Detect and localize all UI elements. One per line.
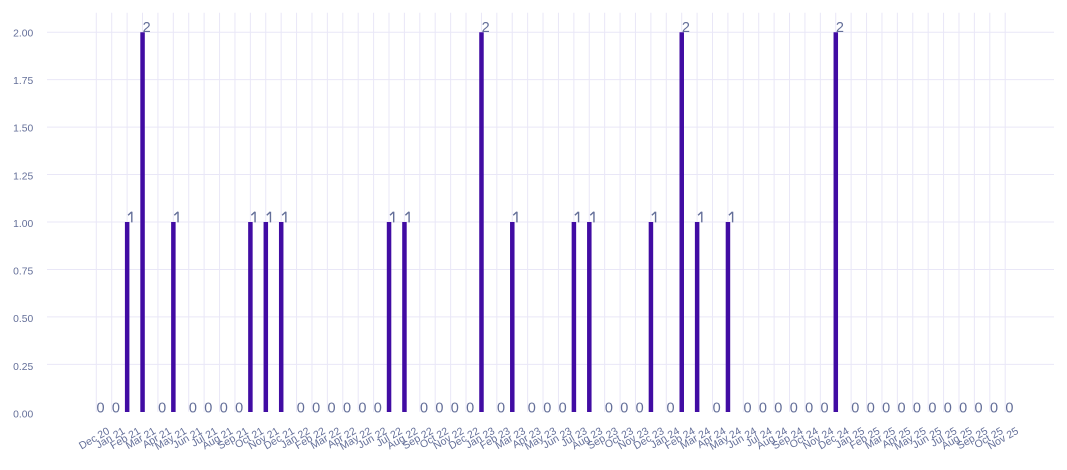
- svg-text:0.50: 0.50: [13, 314, 33, 325]
- svg-text:0: 0: [189, 400, 197, 416]
- svg-text:0: 0: [759, 400, 767, 416]
- svg-text:0: 0: [743, 400, 751, 416]
- svg-text:0: 0: [959, 400, 967, 416]
- svg-text:0: 0: [913, 400, 921, 416]
- svg-text:0: 0: [790, 400, 798, 416]
- svg-text:0: 0: [420, 400, 428, 416]
- svg-text:0: 0: [636, 400, 644, 416]
- svg-text:0: 0: [497, 400, 505, 416]
- svg-text:0: 0: [882, 400, 890, 416]
- svg-text:0: 0: [466, 400, 474, 416]
- svg-text:0: 0: [713, 400, 721, 416]
- svg-text:0: 0: [328, 400, 336, 416]
- svg-text:0: 0: [358, 400, 366, 416]
- svg-text:0: 0: [297, 400, 305, 416]
- svg-text:0: 0: [666, 400, 674, 416]
- svg-text:0: 0: [559, 400, 567, 416]
- svg-text:0.25: 0.25: [13, 362, 33, 373]
- svg-text:0: 0: [204, 400, 212, 416]
- svg-text:1.50: 1.50: [13, 124, 33, 135]
- svg-text:0: 0: [374, 400, 382, 416]
- svg-text:0: 0: [451, 400, 459, 416]
- svg-text:0: 0: [343, 400, 351, 416]
- svg-text:0: 0: [851, 400, 859, 416]
- svg-text:0: 0: [944, 400, 952, 416]
- svg-text:1.75: 1.75: [13, 76, 33, 87]
- svg-text:0: 0: [990, 400, 998, 416]
- svg-text:0: 0: [312, 400, 320, 416]
- svg-text:2.00: 2.00: [13, 28, 33, 39]
- svg-text:0: 0: [543, 400, 551, 416]
- svg-text:0: 0: [805, 400, 813, 416]
- svg-text:0: 0: [528, 400, 536, 416]
- svg-text:1.25: 1.25: [13, 171, 33, 182]
- svg-text:2: 2: [482, 20, 490, 36]
- svg-text:0: 0: [605, 400, 613, 416]
- svg-text:0: 0: [158, 400, 166, 416]
- svg-text:0: 0: [220, 400, 228, 416]
- svg-text:0: 0: [820, 400, 828, 416]
- svg-text:0: 0: [975, 400, 983, 416]
- svg-text:0: 0: [620, 400, 628, 416]
- svg-text:2: 2: [836, 20, 844, 36]
- svg-text:0: 0: [1005, 400, 1013, 416]
- svg-text:0: 0: [235, 400, 243, 416]
- svg-text:2: 2: [143, 20, 151, 36]
- svg-text:0: 0: [774, 400, 782, 416]
- svg-text:0: 0: [435, 400, 443, 416]
- svg-text:0.00: 0.00: [13, 410, 33, 421]
- svg-text:0: 0: [112, 400, 120, 416]
- svg-text:0: 0: [96, 400, 104, 416]
- svg-text:0: 0: [928, 400, 936, 416]
- svg-text:0: 0: [898, 400, 906, 416]
- svg-text:0: 0: [867, 400, 875, 416]
- svg-text:1.00: 1.00: [13, 219, 33, 230]
- svg-text:2: 2: [682, 20, 690, 36]
- svg-text:0.75: 0.75: [13, 267, 33, 278]
